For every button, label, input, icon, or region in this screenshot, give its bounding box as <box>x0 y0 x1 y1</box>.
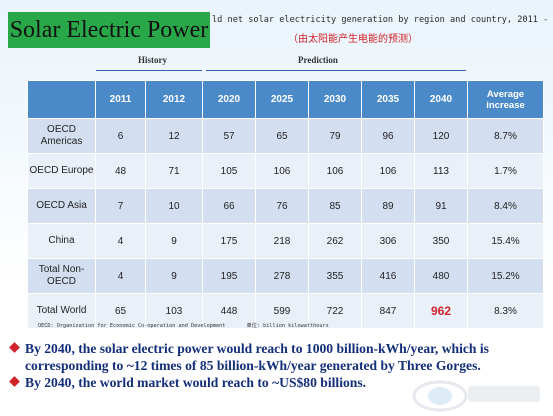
table-header-row: 2011 2012 2020 2025 2030 2035 2040 Avera… <box>27 80 544 119</box>
table-cell: 8.4% <box>467 188 544 224</box>
column-header-2035: 2035 <box>361 80 415 119</box>
table-footnote: OECD: Organization for Economic Co-opera… <box>38 322 329 329</box>
watermark-logo-icon <box>412 380 540 412</box>
column-header-2040: 2040 <box>414 80 468 119</box>
table-cell: 106 <box>361 153 415 189</box>
table-cell: 218 <box>255 223 309 259</box>
table-cell: 113 <box>414 153 468 189</box>
table-cell: 79 <box>308 118 362 154</box>
table-cell: 120 <box>414 118 468 154</box>
table-cell: 15.4% <box>467 223 544 259</box>
row-label: OECD Europe <box>27 153 96 189</box>
table-cell: 91 <box>414 188 468 224</box>
table-cell: 278 <box>255 258 309 294</box>
table-cell: 106 <box>255 153 309 189</box>
table-cell: 105 <box>202 153 256 189</box>
bullet-item: By 2040, the solar electric power would … <box>9 340 549 374</box>
table-row: Total Non-OECD 4 9 195 278 355 416 480 15.2% <box>27 258 544 294</box>
table-caption-en: ld net solar electricity generation by r… <box>212 15 549 25</box>
table-cell: 416 <box>361 258 415 294</box>
table-cell: 89 <box>361 188 415 224</box>
solar-generation-table: 2011 2012 2020 2025 2030 2035 2040 Avera… <box>27 80 544 329</box>
table-cell: 12 <box>145 118 203 154</box>
table-cell: 9 <box>145 223 203 259</box>
column-header <box>27 80 96 119</box>
slide-title: Solar Electric Power <box>8 12 210 48</box>
column-header-2025: 2025 <box>255 80 309 119</box>
table-cell: 96 <box>361 118 415 154</box>
history-group-line <box>96 70 202 71</box>
table-cell: 262 <box>308 223 362 259</box>
table-cell: 10 <box>145 188 203 224</box>
row-label: OECD Americas <box>27 118 96 154</box>
table-cell: 76 <box>255 188 309 224</box>
table-cell: 6 <box>95 118 146 154</box>
table-cell: 103 <box>145 293 203 329</box>
bullet-list: By 2040, the solar electric power would … <box>9 340 549 391</box>
table-row: OECD Asia 7 10 66 76 85 89 91 8.4% <box>27 188 544 224</box>
prediction-group-label: Prediction <box>298 55 338 65</box>
column-header-2011: 2011 <box>95 80 146 119</box>
table-cell: 9 <box>145 258 203 294</box>
table-cell: 175 <box>202 223 256 259</box>
table-cell: 448 <box>202 293 256 329</box>
table-row: China 4 9 175 218 262 306 350 15.4% <box>27 223 544 259</box>
column-header-2020: 2020 <box>202 80 256 119</box>
row-label: China <box>27 223 96 259</box>
table-cell: 480 <box>414 258 468 294</box>
red-diamond-bullet-icon <box>9 342 20 353</box>
table-cell: 7 <box>95 188 146 224</box>
footnote-unit: 单位: billion kilowatthours <box>246 323 329 329</box>
table-cell: 4 <box>95 223 146 259</box>
bullet-text: By 2040, the world market would reach to… <box>25 375 367 390</box>
table-row: OECD Europe 48 71 105 106 106 106 113 1.7% <box>27 153 544 189</box>
highlighted-total-2040-cell: 962 <box>414 293 468 329</box>
table-cell: 1.7% <box>467 153 544 189</box>
table-cell: 8.7% <box>467 118 544 154</box>
table-cell: 57 <box>202 118 256 154</box>
row-label: Total World <box>27 293 96 329</box>
table-cell: 15.2% <box>467 258 544 294</box>
table-cell: 8.3% <box>467 293 544 329</box>
table-cell: 65 <box>255 118 309 154</box>
table-cell: 350 <box>414 223 468 259</box>
table-cell: 71 <box>145 153 203 189</box>
bullet-item: By 2040, the world market would reach to… <box>9 374 549 391</box>
table-row: OECD Americas 6 12 57 65 79 96 120 8.7% <box>27 118 544 154</box>
table-caption-cn: （由太阳能产生电能的预测） <box>288 34 418 45</box>
column-header-2012: 2012 <box>145 80 203 119</box>
column-header-average-increase: Average increase <box>467 80 544 119</box>
table-cell: 599 <box>255 293 309 329</box>
table-row: Total World 65 103 448 599 722 847 962 8.3% <box>27 293 544 329</box>
row-label: OECD Asia <box>27 188 96 224</box>
table-cell: 355 <box>308 258 362 294</box>
row-label: Total Non-OECD <box>27 258 96 294</box>
table-cell: 847 <box>361 293 415 329</box>
table-cell: 66 <box>202 188 256 224</box>
table-cell: 106 <box>308 153 362 189</box>
prediction-group-line <box>206 70 466 71</box>
bullet-text: By 2040, the solar electric power would … <box>25 341 489 373</box>
table-cell: 306 <box>361 223 415 259</box>
red-diamond-bullet-icon <box>9 376 20 387</box>
history-group-label: History <box>138 55 167 65</box>
table-cell: 4 <box>95 258 146 294</box>
table-cell: 195 <box>202 258 256 294</box>
footnote-source: OECD: Organization for Economic Co-opera… <box>38 323 226 329</box>
column-header-2030: 2030 <box>308 80 362 119</box>
table-cell: 85 <box>308 188 362 224</box>
table-cell: 48 <box>95 153 146 189</box>
table-cell: 722 <box>308 293 362 329</box>
